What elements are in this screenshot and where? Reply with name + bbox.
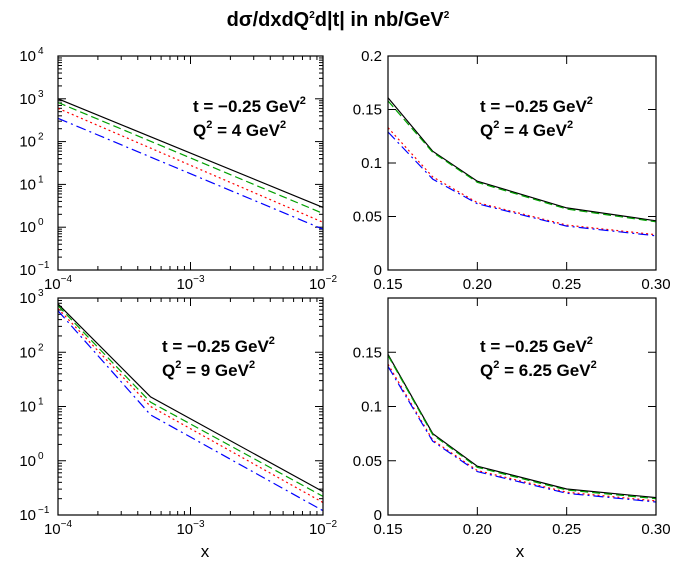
plot-frame [387,297,657,516]
y-tick-label: 10 [19,344,36,361]
y-tick-exponent: 2 [38,132,44,143]
x-tick-label: 0.15 [373,276,402,293]
y-tick-label: 10 [19,507,36,524]
y-tick-label: 0.05 [353,209,382,226]
annotation-t-value: t = −0.25 GeV2 [480,95,593,116]
y-tick-label: 10 [19,290,36,307]
series-line-4 [387,366,657,503]
y-tick-label: 10 [19,219,36,236]
series-line-2 [57,305,324,497]
y-tick-exponent: −1 [38,505,50,516]
y-tick-label: 10 [19,48,36,65]
plot-frame [57,55,324,271]
x-tick-label: 10−2 [309,274,338,293]
y-tick-exponent: 0 [38,451,44,462]
series-line-3 [387,363,657,502]
y-tick-label: 0.15 [353,344,382,361]
series-line-1 [387,97,657,222]
annotation-q2-value: Q2 = 6.25 GeV2 [480,359,597,380]
plot-frame [57,297,324,516]
x-tick-label: 0.30 [641,521,670,538]
series-line-4 [57,117,324,230]
y-tick-label: 10 [19,453,36,470]
y-tick-label: 0.05 [353,453,382,470]
x-tick-label: 0.15 [373,521,402,538]
x-axis-label-right: x [516,542,525,561]
x-tick-label: 10−4 [44,274,73,293]
x-tick-label: 10−3 [176,274,205,293]
y-tick-exponent: −1 [38,260,50,271]
x-tick-label: 10−3 [176,519,205,538]
x-tick-label: 0.20 [463,521,492,538]
x-axis-label-left: x [201,542,210,561]
y-tick-label: 0 [374,262,382,279]
series-line-1 [57,98,324,208]
y-tick-label: 0.15 [353,102,382,119]
y-tick-exponent: 1 [38,397,44,408]
series-line-1 [57,303,324,493]
series-line-4 [387,131,657,237]
x-tick-label: 0.25 [552,276,581,293]
figure-title: dσ/dxdQ2d|t| in nb/GeV2 [227,9,450,31]
x-tick-label: 10−2 [309,519,338,538]
x-tick-label: 0.20 [463,276,492,293]
y-tick-label: 0.1 [361,155,382,172]
y-tick-exponent: 4 [38,46,44,57]
annotation-q2-value: Q2 = 9 GeV2 [162,359,255,380]
series-line-3 [387,127,657,236]
y-tick-label: 0.2 [361,48,382,65]
y-tick-exponent: 1 [38,174,44,185]
y-tick-label: 10 [19,91,36,108]
annotation-q2-value: Q2 = 4 GeV2 [193,119,286,140]
series-line-4 [57,310,324,512]
series-line-3 [57,107,324,223]
y-tick-label: 10 [19,176,36,193]
x-tick-label: 0.25 [552,521,581,538]
panel-bottom-right: 0.15 0.20 0.25 0.30 0 0.05 0.1 0.15 t = −0.25 Ge… [353,297,671,538]
annotation-t-value: t = −0.25 GeV2 [193,95,306,116]
y-tick-exponent: 3 [38,89,44,100]
panel-top-right: 0.15 0.20 0.25 0.30 0 0.05 0.1 0.15 0.2 t = −0.25… [353,48,671,293]
series-line-3 [57,308,324,504]
annotation-t-value: t = −0.25 GeV2 [162,335,275,356]
annotation-q2-value: Q2 = 4 GeV2 [480,119,573,140]
x-tick-label: 0.30 [641,276,670,293]
y-tick-label: 10 [19,399,36,416]
plot-frame [387,55,657,271]
series-line-2 [387,355,657,500]
x-tick-label: 10−4 [44,519,73,538]
y-tick-exponent: 3 [38,288,44,299]
series-line-2 [387,100,657,223]
series-line-1 [387,354,657,499]
y-tick-exponent: 2 [38,342,44,353]
y-tick-exponent: 0 [38,217,44,228]
y-tick-label: 0.1 [361,399,382,416]
y-tick-label: 10 [19,134,36,151]
annotation-t-value: t = −0.25 GeV2 [480,335,593,356]
y-tick-label: 0 [374,507,382,524]
y-tick-label: 10 [19,262,36,279]
